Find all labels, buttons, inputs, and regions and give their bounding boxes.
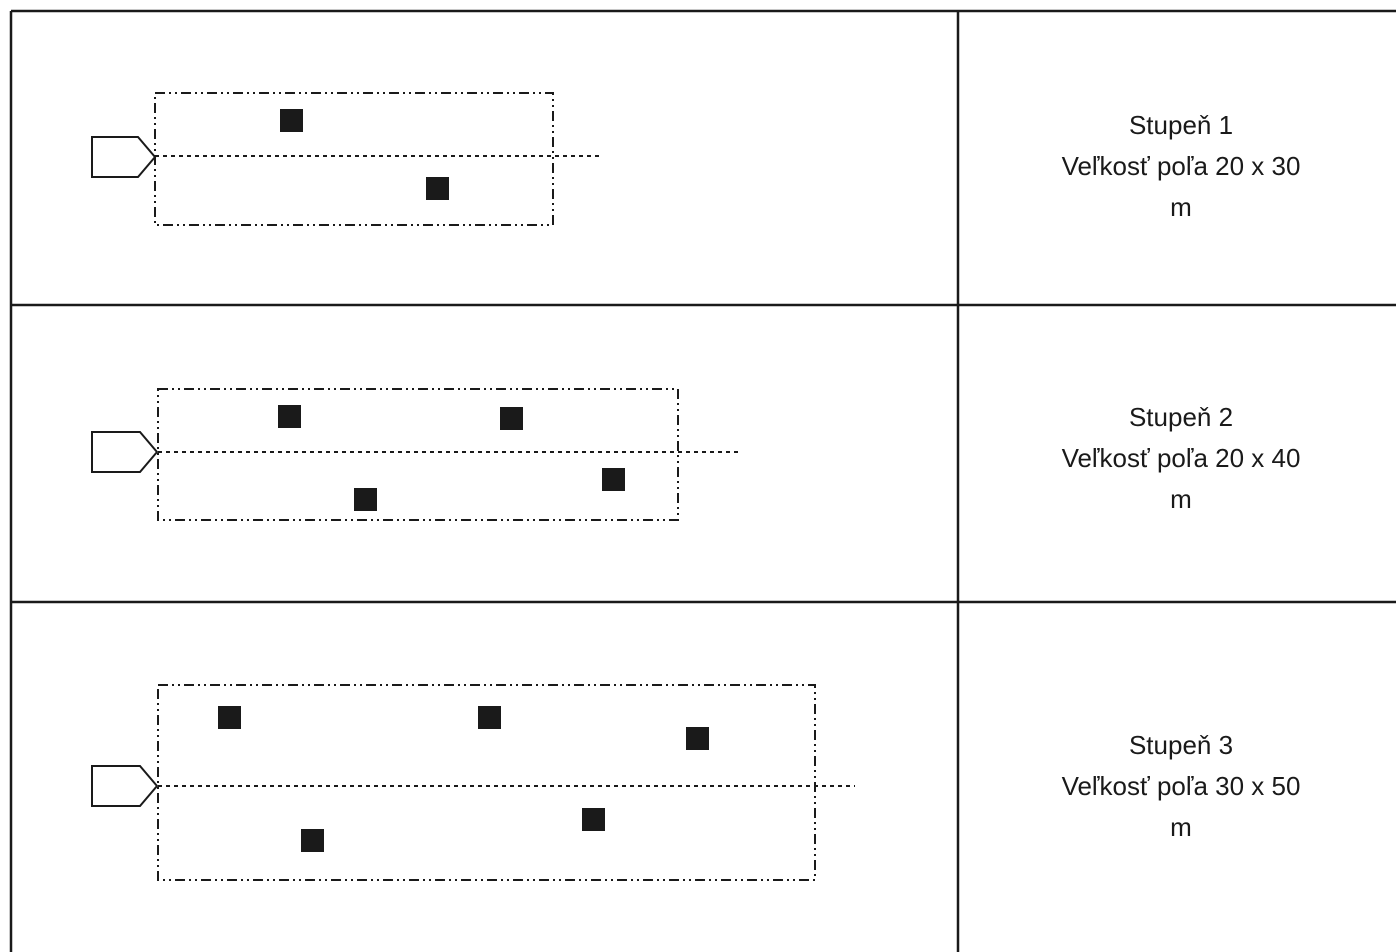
- pentagon-arrow-icon: [91, 765, 159, 807]
- stage-3-description: Stupeň 3 Veľkosť poľa 30 x 50 m: [958, 725, 1396, 848]
- square-marker-icon: [301, 829, 324, 852]
- square-marker-icon: [278, 405, 301, 428]
- field-size-label: Veľkosť poľa 20 x 40: [1061, 443, 1301, 473]
- field-diagram-stage-2: [91, 388, 738, 521]
- field-diagram-stage-1: [91, 92, 600, 226]
- square-marker-icon: [500, 407, 523, 430]
- unit-label: m: [1170, 812, 1192, 842]
- square-marker-icon: [280, 109, 303, 132]
- field-boundary: [157, 388, 679, 521]
- field-boundary: [154, 92, 554, 226]
- field-size-label: Veľkosť poľa 30 x 50: [1061, 771, 1301, 801]
- square-marker-icon: [602, 468, 625, 491]
- square-marker-icon: [426, 177, 449, 200]
- field-size-label: Veľkosť poľa 20 x 30: [1061, 151, 1301, 181]
- square-marker-icon: [686, 727, 709, 750]
- unit-label: m: [1170, 484, 1192, 514]
- pentagon-arrow-icon: [91, 136, 157, 178]
- table-grid: [9, 9, 1396, 952]
- stage-label: Stupeň 2: [1128, 402, 1234, 432]
- square-marker-icon: [582, 808, 605, 831]
- field-boundary: [157, 684, 816, 881]
- stage-label: Stupeň 3: [1128, 730, 1234, 760]
- unit-label: m: [1170, 192, 1192, 222]
- stage-label: Stupeň 1: [1128, 110, 1234, 140]
- stage-1-description: Stupeň 1 Veľkosť poľa 20 x 30 m: [958, 105, 1396, 228]
- square-marker-icon: [218, 706, 241, 729]
- field-diagram-stage-3: [91, 684, 855, 881]
- stage-2-description: Stupeň 2 Veľkosť poľa 20 x 40 m: [958, 397, 1396, 520]
- square-marker-icon: [478, 706, 501, 729]
- square-marker-icon: [354, 488, 377, 511]
- pentagon-arrow-icon: [91, 431, 159, 473]
